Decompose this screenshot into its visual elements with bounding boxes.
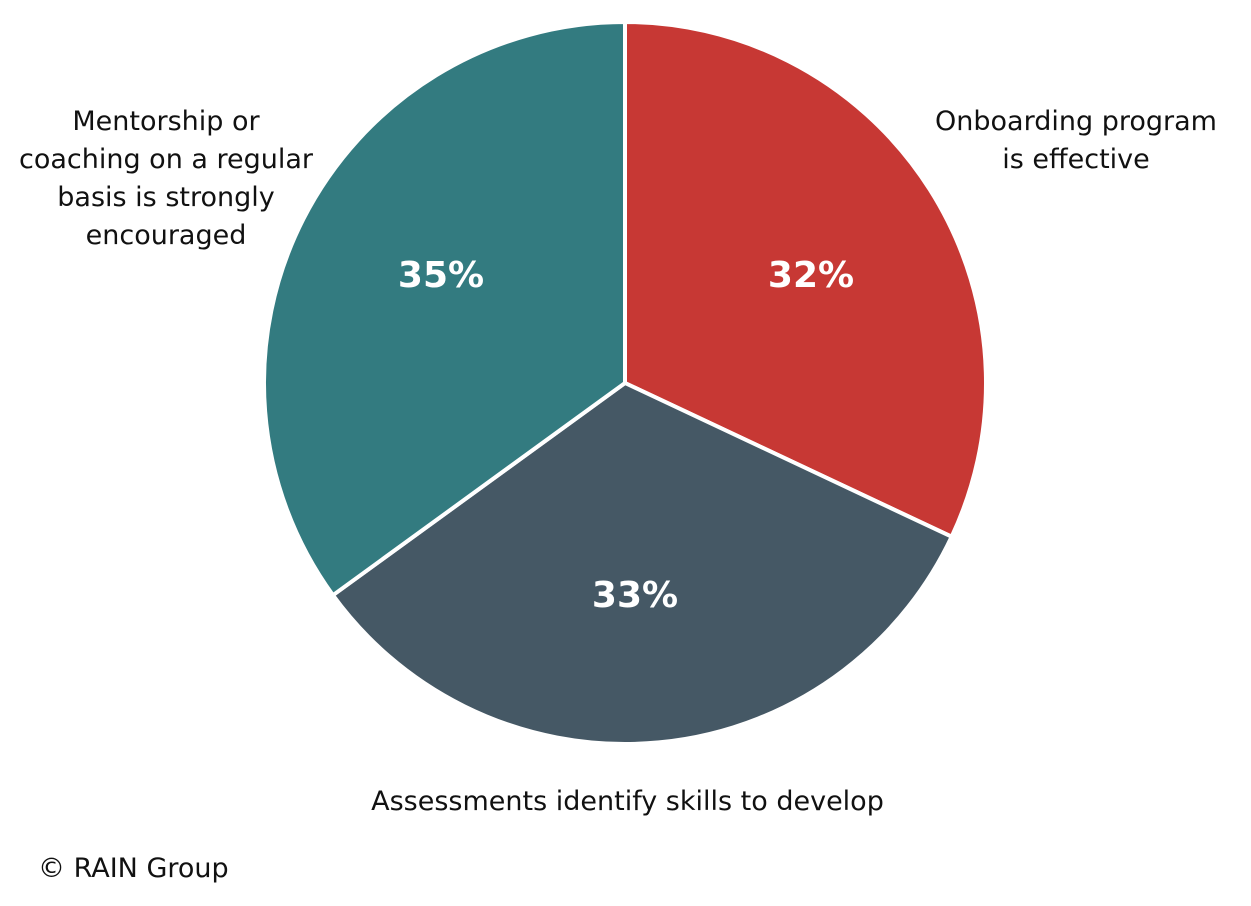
slice-percent-assessments: 33% [591,575,679,616]
label-line: basis is strongly [57,182,275,213]
label-line: coaching on a regular [18,144,314,175]
label-line: encouraged [85,220,247,251]
slice-label-assessments: Assessments identify skills to develop [340,783,915,821]
label-line: is effective [1002,144,1150,175]
slice-mentorship [262,20,627,598]
label-line: Assessments identify skills to develop [371,786,884,817]
copyright-credit: © RAIN Group [38,853,229,884]
pie-slices [262,20,988,746]
slice-label-mentorship: Mentorship or coaching on a regular basi… [0,103,332,255]
slice-percent-mentorship: 35% [397,255,485,296]
label-line: Mentorship or [72,106,260,137]
label-line: Onboarding program [935,106,1217,137]
slice-percent-onboarding: 32% [767,255,855,296]
slice-assessments [330,381,954,746]
slice-onboarding [623,20,988,539]
slice-label-onboarding: Onboarding program is effective [920,103,1232,179]
